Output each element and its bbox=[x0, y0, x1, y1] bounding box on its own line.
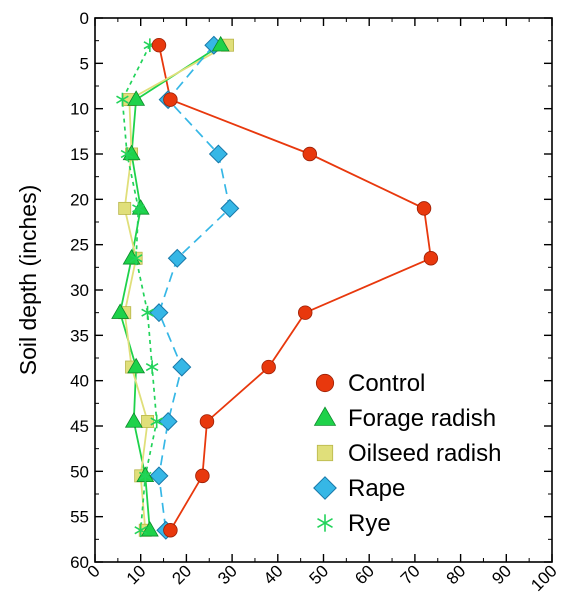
y-tick-label: 15 bbox=[70, 145, 89, 164]
data-point bbox=[167, 248, 187, 268]
data-point bbox=[172, 357, 192, 377]
data-point bbox=[141, 415, 155, 428]
data-point bbox=[423, 251, 439, 266]
data-point bbox=[163, 92, 178, 107]
data-point bbox=[129, 251, 143, 266]
y-tick-label: 40 bbox=[70, 372, 89, 391]
data-point bbox=[297, 305, 313, 320]
x-tick-label: 80 bbox=[443, 561, 470, 588]
data-point bbox=[118, 201, 132, 215]
data-point bbox=[151, 37, 167, 53]
legend-label: Rape bbox=[348, 475, 405, 502]
series-line-rye bbox=[121, 44, 158, 531]
y-tick-label: 30 bbox=[70, 281, 89, 300]
y-tick-label: 10 bbox=[70, 100, 89, 119]
x-tick-label: 50 bbox=[306, 561, 333, 588]
data-point bbox=[195, 468, 210, 484]
legend-label: Rye bbox=[348, 510, 391, 537]
x-tick-label: 70 bbox=[397, 561, 424, 588]
legend-label: Oilseed radish bbox=[348, 440, 501, 467]
y-axis-title: Soil depth (inches) bbox=[15, 185, 41, 376]
data-point bbox=[220, 198, 240, 218]
series-points-rape bbox=[149, 35, 240, 540]
y-tick-label: 0 bbox=[80, 9, 89, 28]
x-tick-label: 30 bbox=[214, 561, 241, 588]
series-points-oilseed-radish bbox=[118, 38, 234, 537]
data-point bbox=[138, 469, 152, 483]
data-point bbox=[145, 360, 159, 374]
legend-item: Control bbox=[315, 370, 425, 397]
data-point bbox=[111, 303, 130, 319]
x-tick-label: 60 bbox=[351, 561, 378, 588]
series-lines bbox=[119, 44, 432, 531]
series-points-control bbox=[151, 37, 439, 538]
legend-label: Forage radish bbox=[348, 405, 496, 432]
legend-item: Rye bbox=[317, 510, 391, 537]
data-point bbox=[120, 147, 134, 161]
x-tick-label: 20 bbox=[168, 561, 195, 588]
data-point bbox=[199, 414, 215, 429]
y-tick-label: 20 bbox=[70, 190, 89, 209]
legend-label: Control bbox=[348, 370, 425, 397]
series-markers bbox=[111, 35, 439, 540]
data-point bbox=[127, 357, 146, 374]
data-point bbox=[150, 414, 164, 429]
data-point bbox=[124, 412, 143, 428]
x-tick-label: 90 bbox=[488, 561, 515, 588]
data-point bbox=[261, 359, 276, 375]
data-point bbox=[416, 201, 432, 216]
legend-marker bbox=[316, 444, 334, 462]
legend-item: Oilseed radish bbox=[316, 440, 501, 467]
x-tick-label: 10 bbox=[123, 561, 150, 588]
data-point bbox=[302, 146, 318, 162]
data-point bbox=[134, 523, 148, 538]
y-tick-label: 50 bbox=[70, 462, 89, 481]
y-tick-label: 35 bbox=[70, 326, 89, 345]
x-tick-label: 0 bbox=[84, 561, 104, 581]
y-tick-label: 60 bbox=[70, 553, 89, 572]
y-tick-label: 45 bbox=[70, 417, 89, 436]
data-point bbox=[149, 466, 169, 486]
data-point bbox=[158, 411, 178, 431]
x-tick-label: 40 bbox=[260, 561, 287, 588]
data-point bbox=[127, 90, 146, 106]
legend-marker bbox=[317, 514, 333, 532]
legend: Control Forage radish Oilseed radish Rape Ry… bbox=[313, 370, 501, 537]
series-line-oilseed-radish bbox=[123, 44, 228, 531]
data-point bbox=[211, 35, 230, 52]
legend-marker bbox=[315, 373, 335, 393]
series-line-control bbox=[158, 45, 432, 531]
series-line-forage-radish bbox=[119, 44, 222, 531]
data-point bbox=[141, 305, 154, 320]
data-point bbox=[132, 201, 145, 216]
legend-marker bbox=[313, 406, 337, 426]
series-points-rye bbox=[116, 38, 164, 538]
y-tick-label: 55 bbox=[70, 508, 89, 527]
y-tick-label: 5 bbox=[80, 54, 89, 73]
y-tick-label: 25 bbox=[70, 236, 89, 255]
legend-item: Forage radish bbox=[313, 405, 496, 432]
data-point bbox=[149, 303, 169, 323]
data-point bbox=[116, 92, 129, 107]
legend-marker bbox=[313, 476, 337, 500]
data-point bbox=[208, 144, 228, 164]
series-line-rape bbox=[158, 44, 231, 531]
x-tick-label: 100 bbox=[527, 561, 560, 594]
data-point bbox=[163, 523, 178, 538]
legend-item: Rape bbox=[313, 475, 405, 502]
